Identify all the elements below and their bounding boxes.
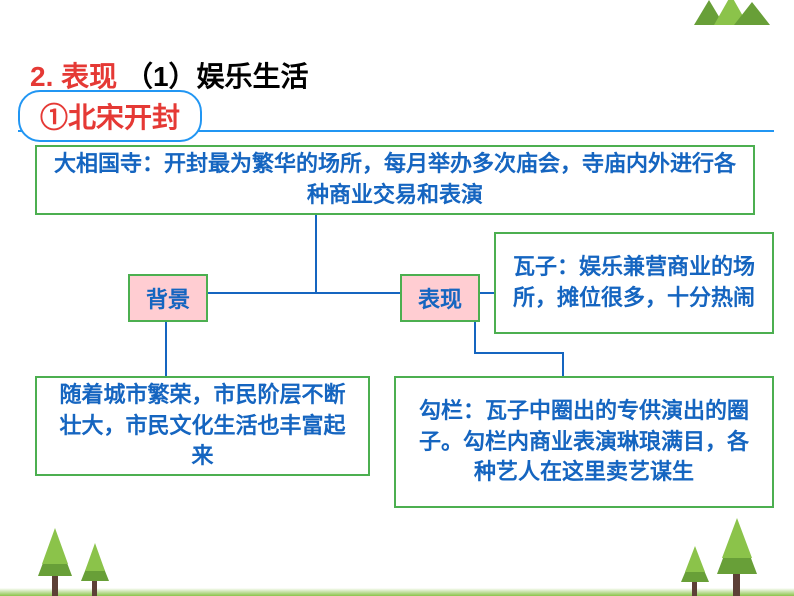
box-goulan-text: 勾栏：瓦子中圈出的专供演出的圈子。勾栏内商业表演琳琅满目，各种艺人在这里卖艺谋生 [410, 396, 758, 488]
connector [202, 292, 400, 294]
tree-icon [75, 541, 115, 596]
title: 2. 表现 （1）娱乐生活 [30, 55, 309, 95]
label-bg-text: 背景 [146, 287, 190, 312]
box-daxiangguosi: 大相国寺：开封最为繁华的场所，每月举办多次庙会，寺庙内外进行各种商业交易和表演 [35, 145, 755, 215]
title-black-text: （1）娱乐生活 [125, 61, 309, 92]
connector [474, 352, 564, 354]
subtitle-text: ①北宋开封 [40, 102, 180, 133]
box-wazi-text: 瓦子：娱乐兼营商业的场所，摊位很多，十分热闹 [510, 252, 758, 314]
grass-decoration [0, 588, 794, 596]
title-red-text: 表现 [61, 61, 117, 92]
triangle-decoration-top [684, 0, 774, 35]
title-number: 2. [30, 61, 53, 92]
label-perf-text: 表现 [418, 287, 462, 312]
box-context: 随着城市繁荣，市民阶层不断壮大，市民文化生活也丰富起来 [35, 376, 370, 476]
connector [315, 215, 317, 293]
tree-icon [676, 544, 714, 596]
box-goulan: 勾栏：瓦子中圈出的专供演出的圈子。勾栏内商业表演琳琅满目，各种艺人在这里卖艺谋生 [394, 376, 774, 508]
label-performance: 表现 [400, 274, 480, 322]
connector [562, 352, 564, 376]
box-context-text: 随着城市繁荣，市民阶层不断壮大，市民文化生活也丰富起来 [51, 380, 354, 472]
box-wazi: 瓦子：娱乐兼营商业的场所，摊位很多，十分热闹 [494, 232, 774, 334]
box-top-text: 大相国寺：开封最为繁华的场所，每月举办多次庙会，寺庙内外进行各种商业交易和表演 [51, 149, 739, 211]
tree-icon [30, 526, 80, 596]
subtitle-pill: ①北宋开封 [18, 90, 202, 142]
label-background: 背景 [128, 274, 208, 322]
tree-icon [709, 516, 764, 596]
